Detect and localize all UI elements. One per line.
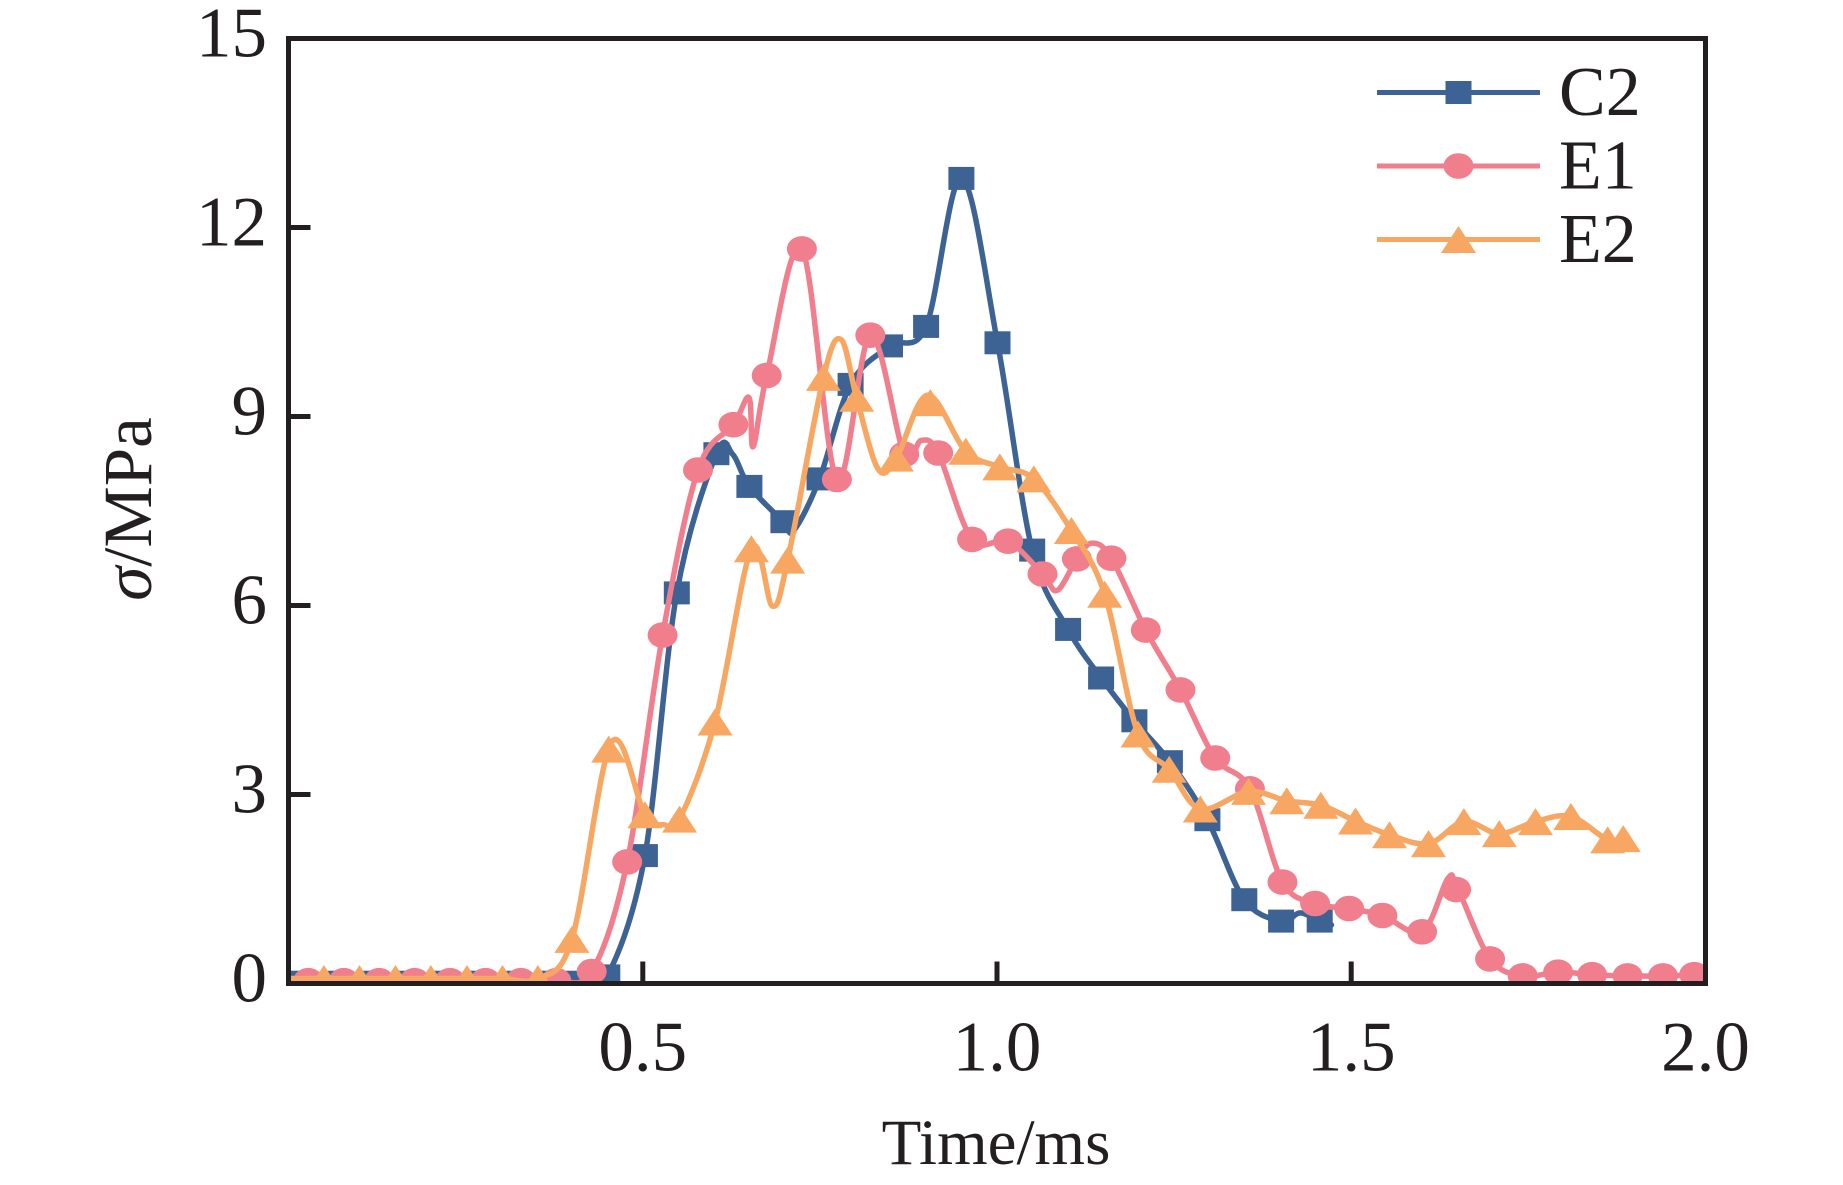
svg-text:σ/MPa: σ/MPa — [90, 417, 166, 601]
svg-text:3: 3 — [232, 751, 268, 829]
svg-text:1.5: 1.5 — [1307, 1009, 1396, 1087]
svg-text:12: 12 — [196, 184, 267, 262]
svg-text:E1: E1 — [1559, 128, 1637, 205]
svg-text:1.0: 1.0 — [953, 1009, 1042, 1087]
svg-text:Time/ms: Time/ms — [882, 1107, 1111, 1179]
svg-text:2.0: 2.0 — [1661, 1009, 1750, 1087]
svg-text:0.5: 0.5 — [598, 1009, 687, 1087]
svg-text:0: 0 — [232, 940, 268, 1018]
svg-text:15: 15 — [196, 0, 267, 73]
svg-text:9: 9 — [232, 373, 268, 451]
svg-text:C2: C2 — [1559, 54, 1641, 131]
svg-text:6: 6 — [232, 562, 268, 640]
svg-text:E2: E2 — [1559, 201, 1637, 278]
